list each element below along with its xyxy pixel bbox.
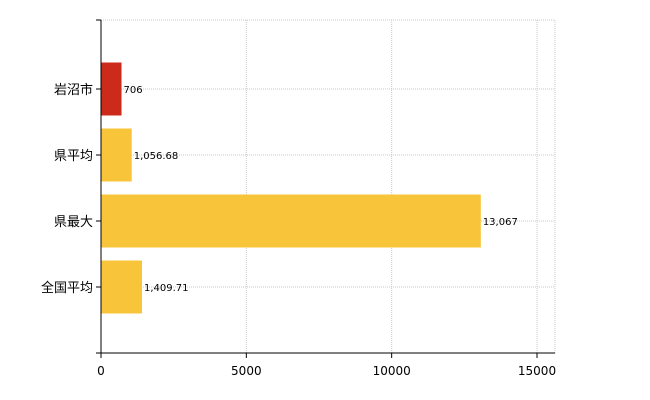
- bars: [101, 62, 481, 314]
- data-label: 1,056.68: [134, 151, 179, 162]
- data-label: 706: [124, 85, 143, 96]
- bar-2: [101, 128, 132, 182]
- category-label: 全国平均: [41, 280, 93, 296]
- bar-3: [101, 194, 481, 248]
- x-tick-label: 10000: [373, 364, 411, 378]
- bar-4: [101, 260, 142, 314]
- x-tick-label: 0: [97, 364, 105, 378]
- category-label: 県平均: [54, 149, 93, 164]
- axes: [96, 19, 555, 358]
- labels: 706 岩沼市 1,056.68 県平均 13,067 県最大 1,409.71 全国平均 0 5…: [41, 82, 556, 378]
- data-label: 1,409.71: [144, 283, 189, 294]
- bar-1: [101, 62, 122, 116]
- x-tick-label: 5000: [231, 364, 262, 378]
- gridlines: [101, 19, 556, 353]
- category-label: 県最大: [54, 215, 93, 230]
- category-label: 岩沼市: [54, 82, 93, 98]
- data-label: 13,067: [483, 217, 518, 228]
- x-tick-label: 15000: [518, 364, 556, 378]
